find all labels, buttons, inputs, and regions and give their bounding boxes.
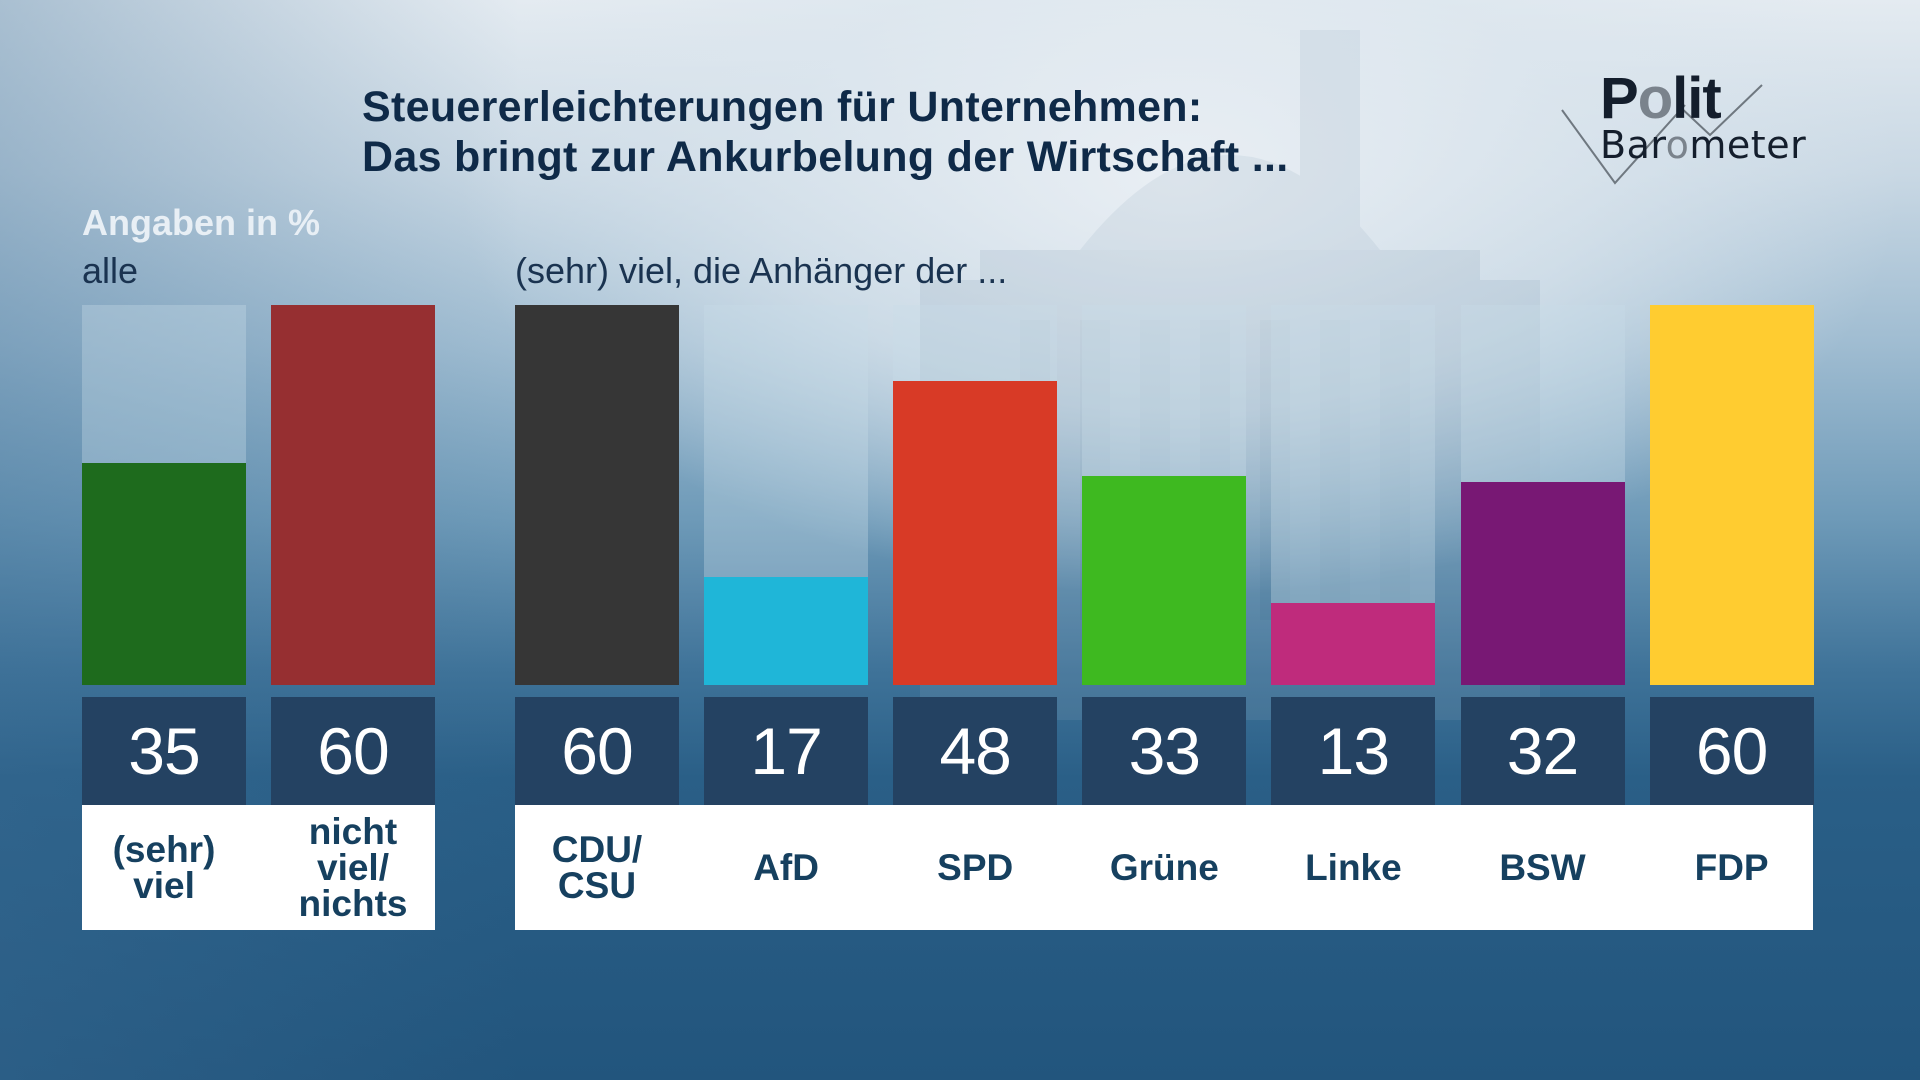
- value-label-sehr-viel: 35: [82, 697, 246, 805]
- bar-bsw: [1460, 482, 1625, 685]
- category-label-panel-all: [82, 805, 435, 930]
- politbarometer-logo: Polit Barometer: [1560, 65, 1810, 195]
- bar-sehr-viel: [82, 463, 246, 685]
- bar-column-bsw: 32: [1460, 305, 1625, 805]
- category-label-sehr-viel: (sehr) viel: [112, 828, 216, 906]
- bar-linke: [1271, 602, 1436, 685]
- bar-column-grüne: 33: [1082, 305, 1247, 805]
- bar-track: [1649, 305, 1814, 685]
- bar-column-linke: 13: [1271, 305, 1436, 805]
- bar-track: [515, 305, 679, 685]
- bar-column-cdu-csu: 60: [515, 305, 679, 805]
- bar-column-nicht-viel-nichts: 60: [271, 305, 435, 805]
- logo-word-barometer: Barometer: [1600, 123, 1807, 167]
- logo-word-polit: Polit: [1600, 66, 1722, 131]
- value-label-afd: 17: [704, 697, 869, 805]
- bar-column-afd: 17: [704, 305, 869, 805]
- bar-afd: [704, 577, 869, 685]
- group-label-all: alle: [82, 250, 139, 291]
- category-label-grüne: Grüne: [1109, 846, 1219, 888]
- bar-track: [1271, 305, 1436, 685]
- bar-column-spd: 48: [893, 305, 1058, 805]
- unit-label: Angaben in %: [82, 202, 321, 243]
- bar-track: [271, 305, 435, 685]
- bar-grüne: [1082, 476, 1247, 685]
- bar-track: [1460, 305, 1625, 685]
- bar-track: [704, 305, 869, 685]
- value-label-grüne: 33: [1082, 697, 1247, 805]
- bar-track: [1082, 305, 1247, 685]
- bar-track: [893, 305, 1058, 685]
- bar-fdp: [1649, 305, 1814, 685]
- value-label-nicht-viel-nichts: 60: [271, 697, 435, 805]
- bar-column-fdp: 60: [1649, 305, 1814, 805]
- chart-title: Steuererleichterungen für Unternehmen: D…: [362, 82, 1289, 182]
- bar-column-sehr-viel: 35: [82, 305, 246, 805]
- bar-cdu-csu: [515, 305, 679, 685]
- value-label-bsw: 32: [1460, 697, 1625, 805]
- category-label-linke: Linke: [1305, 846, 1402, 888]
- category-label-bsw: BSW: [1499, 846, 1586, 888]
- bar-spd: [893, 381, 1058, 685]
- category-label-afd: AfD: [753, 846, 819, 888]
- category-label-cdu-csu: CDU/ CSU: [551, 828, 643, 906]
- category-label-nicht-viel-nichts: nicht viel/ nichts: [298, 810, 408, 924]
- value-label-cdu-csu: 60: [515, 697, 679, 805]
- category-label-fdp: FDP: [1694, 846, 1769, 888]
- group-label-parties: (sehr) viel, die Anhänger der ...: [515, 250, 1008, 291]
- bar-track: [82, 305, 246, 685]
- value-label-linke: 13: [1271, 697, 1436, 805]
- title-line-2: Das bringt zur Ankurbelung der Wirtschaf…: [362, 133, 1289, 181]
- bar-nicht-viel-nichts: [271, 305, 435, 685]
- category-label-panel-parties: [515, 805, 1813, 930]
- value-label-fdp: 60: [1649, 697, 1814, 805]
- category-label-spd: SPD: [937, 846, 1014, 888]
- check-mark-icon: [1561, 84, 1763, 185]
- title-line-1: Steuererleichterungen für Unternehmen:: [362, 83, 1203, 131]
- value-label-spd: 48: [893, 697, 1058, 805]
